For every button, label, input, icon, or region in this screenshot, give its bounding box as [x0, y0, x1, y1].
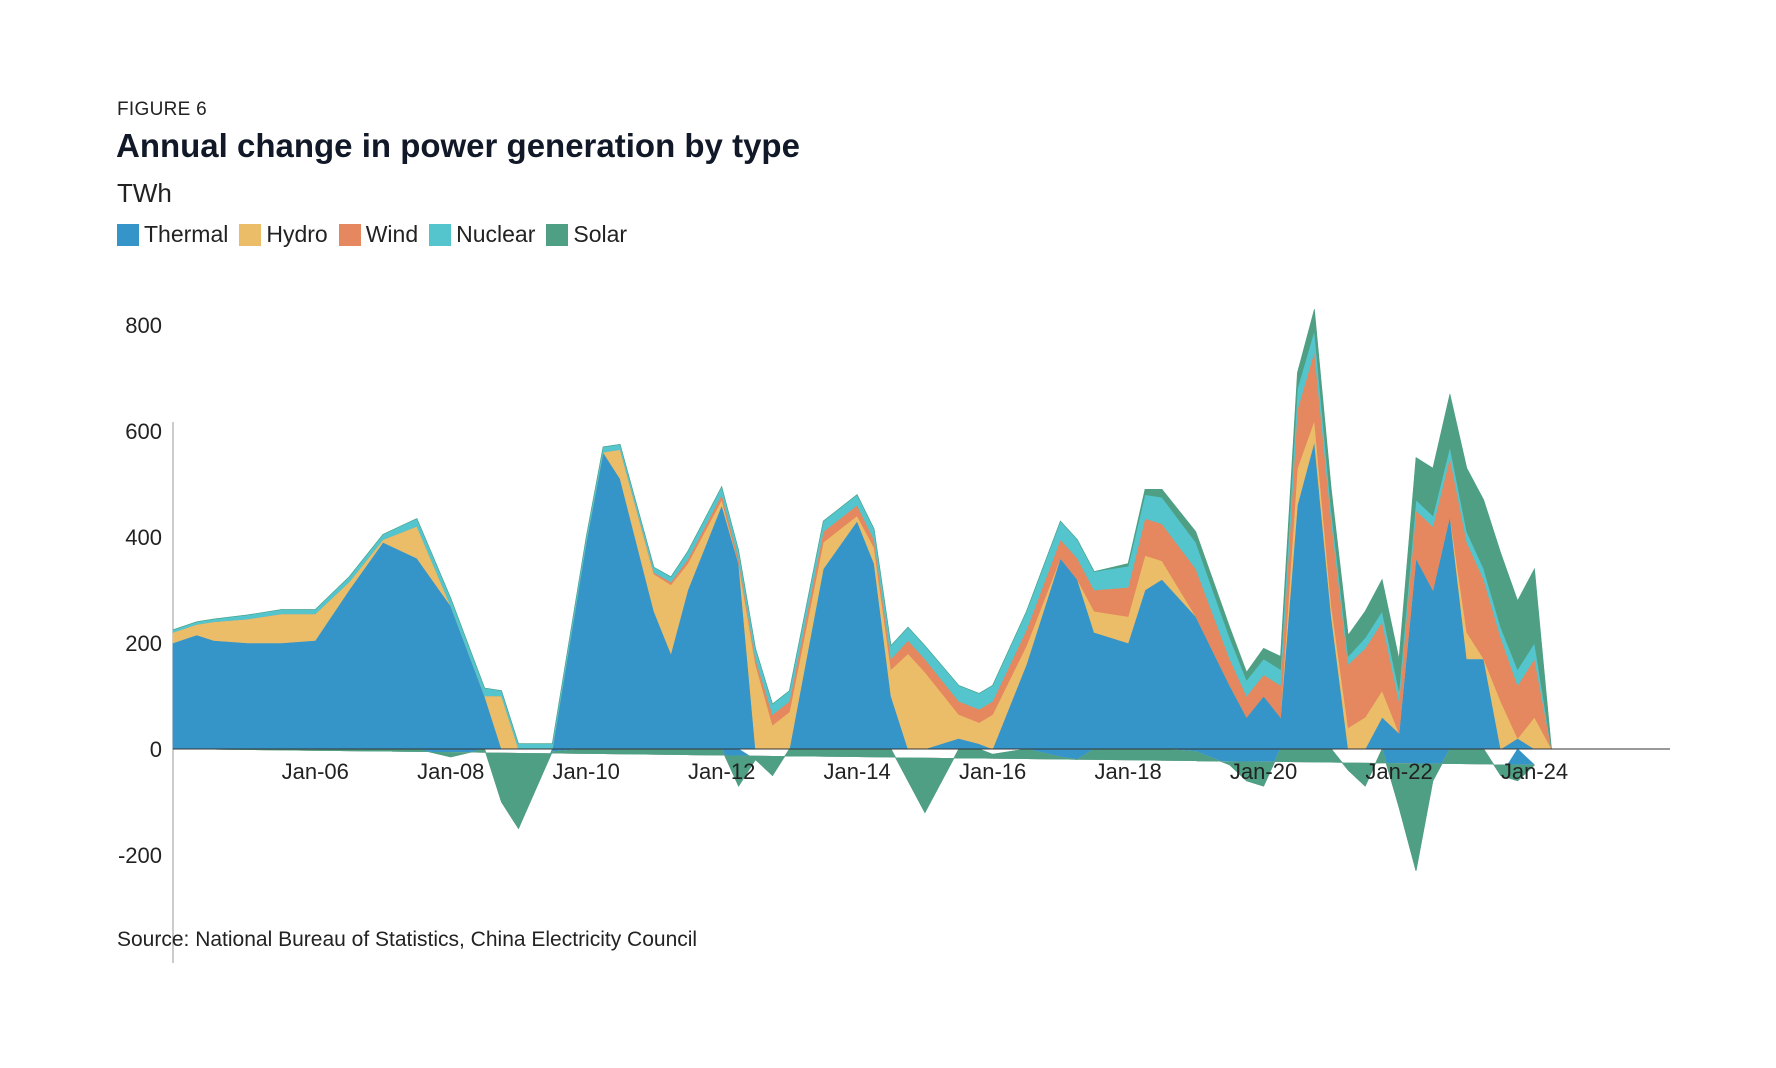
- x-tick-label: Jan-14: [824, 759, 891, 784]
- legend: Thermal Hydro Wind Nuclear Solar: [117, 221, 638, 248]
- legend-label-thermal: Thermal: [144, 221, 229, 247]
- y-tick-label: -200: [118, 843, 162, 868]
- x-tick-label: Jan-08: [417, 759, 484, 784]
- legend-item-nuclear: Nuclear: [429, 221, 535, 248]
- source-note: Source: National Bureau of Statistics, C…: [117, 928, 698, 951]
- legend-item-wind: Wind: [338, 221, 419, 248]
- legend-swatch-thermal: [117, 223, 139, 246]
- figure-label: FIGURE 6: [117, 99, 208, 120]
- legend-label-solar: Solar: [573, 221, 628, 247]
- x-tick-label: Jan-20: [1230, 759, 1297, 784]
- x-tick-label: Jan-12: [688, 759, 755, 784]
- legend-swatch-solar: [546, 223, 569, 246]
- legend-item-thermal: Thermal: [117, 221, 228, 248]
- x-tick-label: Jan-18: [1094, 759, 1161, 784]
- x-tick-label: Jan-24: [1501, 759, 1568, 784]
- y-tick-label: 200: [125, 631, 162, 656]
- x-tick-label: Jan-10: [553, 759, 620, 784]
- unit-label: TWh: [117, 178, 172, 208]
- legend-item-solar: Solar: [546, 221, 627, 248]
- legend-label-hydro: Hydro: [266, 221, 328, 247]
- x-tick-label: Jan-16: [959, 759, 1026, 784]
- legend-label-wind: Wind: [365, 221, 419, 247]
- legend-item-hydro: Hydro: [239, 221, 328, 248]
- legend-swatch-nuclear: [429, 223, 452, 246]
- legend-swatch-wind: [338, 223, 361, 246]
- x-tick-label: Jan-22: [1365, 759, 1432, 784]
- chart-title: Annual change in power generation by typ…: [116, 127, 800, 164]
- legend-label-nuclear: Nuclear: [456, 221, 536, 247]
- y-tick-label: 600: [125, 419, 162, 444]
- x-tick-label: Jan-06: [282, 759, 349, 784]
- legend-swatch-hydro: [239, 223, 262, 246]
- y-tick-label: 400: [125, 525, 162, 550]
- area-solar-positive: [172, 309, 1670, 750]
- y-tick-label: 0: [150, 737, 162, 762]
- y-tick-label: 800: [125, 313, 162, 338]
